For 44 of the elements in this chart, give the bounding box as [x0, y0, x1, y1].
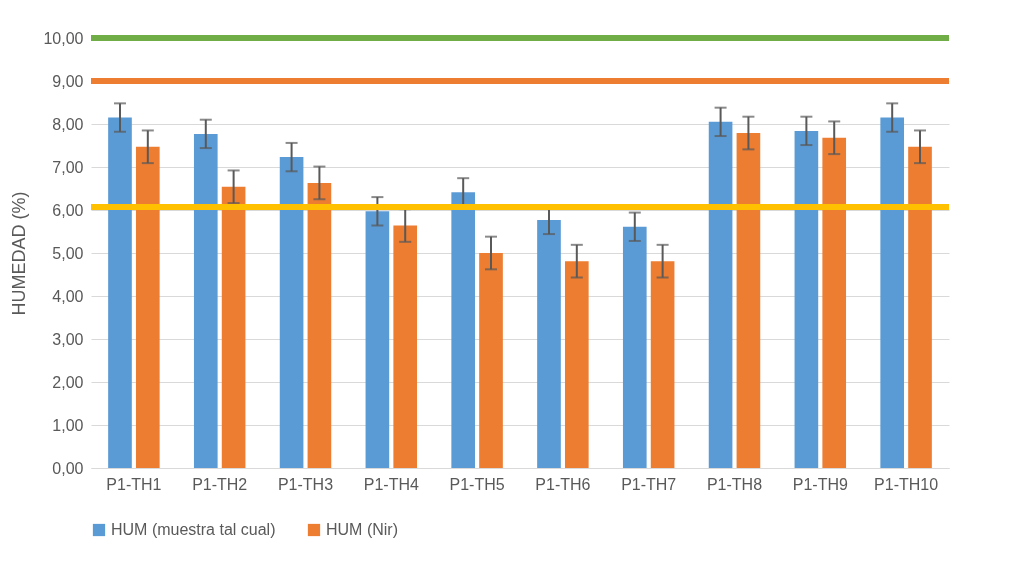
bar	[908, 146, 932, 468]
bar	[279, 157, 304, 468]
x-tick-label: P1-TH8	[706, 475, 763, 493]
bar	[365, 211, 390, 468]
bar	[108, 117, 132, 468]
bar	[537, 219, 561, 468]
bar	[393, 225, 418, 468]
y-tick-label: 5,00	[52, 244, 84, 262]
y-tick-label: 0,00	[52, 459, 84, 477]
y-tick-label: 2,00	[52, 373, 84, 391]
y-tick-label: 9,00	[52, 72, 84, 90]
y-tick-label: 7,00	[52, 158, 84, 176]
x-tick-label: P1-TH1	[106, 475, 162, 493]
bar	[736, 133, 761, 468]
y-tick-label: 6,00	[52, 201, 84, 219]
legend-label: HUM (muestra tal cual)	[111, 521, 276, 538]
y-tick-label: 10,00	[43, 29, 84, 47]
bar	[794, 130, 819, 468]
x-tick-label: P1-TH7	[621, 475, 677, 493]
x-tick-label: P1-TH3	[277, 475, 334, 493]
bar	[193, 133, 218, 468]
legend-label: HUM (Nir)	[326, 521, 398, 538]
bar	[479, 253, 503, 468]
y-axis-title: HUMEDAD (%)	[9, 191, 30, 316]
bar	[564, 261, 589, 468]
x-tick-label: P1-TH5	[449, 475, 505, 493]
bar	[822, 137, 847, 468]
y-tick-label: 4,00	[52, 287, 84, 305]
bar	[880, 117, 905, 468]
y-tick-label: 8,00	[52, 115, 84, 133]
x-tick-label: P1-TH2	[192, 475, 248, 493]
bar	[307, 182, 332, 468]
bar	[708, 121, 733, 468]
x-tick-label: P1-TH4	[363, 475, 419, 493]
bar	[451, 192, 476, 468]
bar	[622, 226, 647, 468]
y-tick-label: 1,00	[52, 416, 84, 434]
x-tick-label: P1-TH6	[535, 475, 591, 493]
bar	[650, 261, 675, 468]
bar	[135, 146, 160, 468]
bar	[221, 186, 246, 468]
x-tick-label: P1-TH10	[874, 475, 939, 493]
y-tick-label: 3,00	[52, 330, 84, 348]
x-tick-label: P1-TH9	[792, 475, 848, 493]
